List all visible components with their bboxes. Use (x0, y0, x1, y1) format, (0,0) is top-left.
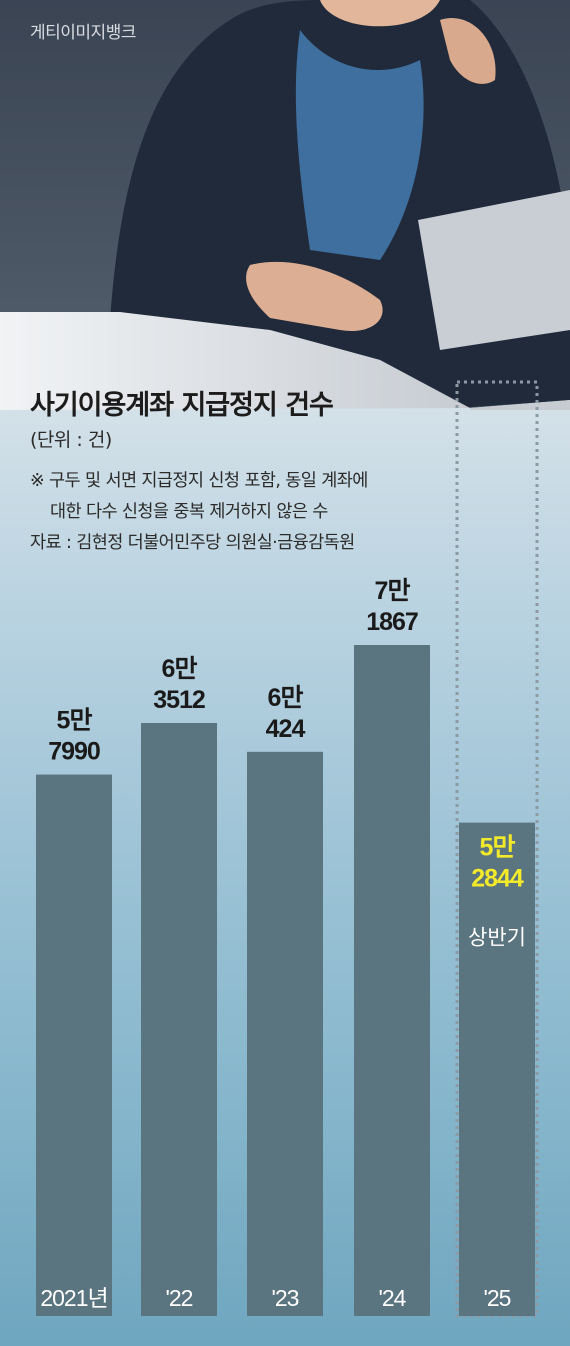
value-label-3-1: 1867 (366, 608, 418, 636)
bar-2 (247, 751, 323, 1316)
value-label-2-1: 424 (266, 715, 306, 743)
x-tick-label-1: '22 (166, 1285, 193, 1311)
value-label-4-1: 2844 (471, 865, 524, 893)
value-label-1-0: 6만 (162, 655, 198, 683)
value-label-3-0: 7만 (375, 577, 411, 605)
footnote-line-2: 대한 다수 신청을 중복 제거하지 않은 수 (50, 502, 328, 522)
bar-1 (141, 723, 217, 1316)
partial-period-label: 상반기 (468, 926, 526, 950)
bar-4 (459, 822, 535, 1316)
partial-period-frame (455, 380, 539, 1318)
value-label-4-0: 5만 (480, 834, 516, 862)
photo-credit: 게티이미지뱅크 (30, 23, 136, 43)
x-tick-label-3: '24 (379, 1285, 407, 1311)
footnote-line-1: ※ 구두 및 서면 지급정지 신청 포함, 동일 계좌에 (30, 471, 368, 491)
hacker-photo (0, 0, 570, 410)
value-label-0-0: 5만 (57, 707, 93, 735)
value-label-0-1: 7990 (48, 738, 100, 766)
x-tick-label-0: 2021년 (40, 1285, 107, 1311)
value-label-1-1: 3512 (153, 686, 205, 714)
unit-label: (단위 : 건) (30, 429, 112, 451)
value-label-2-0: 6만 (268, 684, 304, 712)
bar-0 (36, 774, 112, 1316)
chart-title: 사기이용계좌 지급정지 건수 (30, 390, 334, 421)
x-tick-label-2: '23 (272, 1285, 299, 1311)
x-tick-label-4: '25 (484, 1285, 511, 1311)
source-label: 자료 : 김현정 더불어민주당 의원실·금융감독원 (30, 533, 355, 553)
bar-3 (354, 645, 430, 1316)
